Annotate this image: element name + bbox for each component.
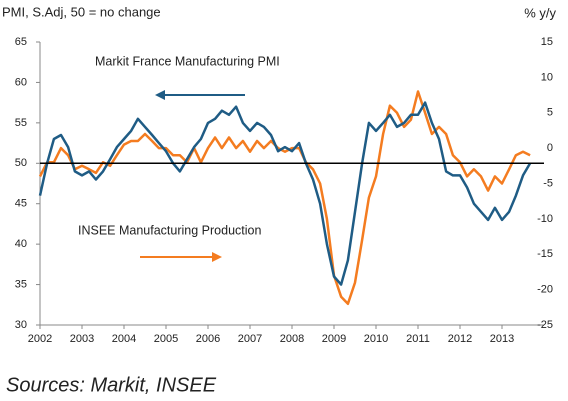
x-tick-label: 2010 (364, 333, 388, 345)
series-line (38, 90, 531, 306)
y-tick-label: 45 (15, 198, 27, 210)
y-tick-label: 30 (15, 319, 27, 331)
x-tick-label: 2006 (196, 333, 220, 345)
y-tick-label: 40 (15, 238, 27, 250)
arrow-head (212, 252, 222, 262)
x-tick-label: 2005 (154, 333, 178, 345)
x-tick-label: 2013 (490, 333, 514, 345)
y2-tick-label: 15 (541, 36, 553, 48)
x-tick-label: 2012 (448, 333, 472, 345)
x-tick-label: 2009 (322, 333, 346, 345)
y2-tick-label: 0 (547, 142, 553, 154)
x-tick-label: 2004 (112, 333, 136, 345)
y2-tick-label: -5 (543, 177, 553, 189)
y-tick-label: 65 (15, 36, 27, 48)
y2-tick-label: -20 (537, 284, 553, 296)
y-tick-label: 50 (15, 157, 27, 169)
y2-tick-label: -15 (537, 248, 553, 260)
y-tick-label: 55 (15, 117, 27, 129)
y-tick-label: 35 (15, 278, 27, 290)
y2-tick-label: 5 (547, 107, 553, 119)
annotation: INSEE Manufacturing Production (78, 223, 261, 237)
y2-tick-label: 10 (541, 71, 553, 83)
annotation: Markit France Manufacturing PMI (95, 54, 280, 68)
x-tick-label: 2008 (280, 333, 304, 345)
x-tick-label: 2003 (70, 333, 94, 345)
y2-tick-label: -25 (537, 319, 553, 331)
x-tick-label: 2011 (406, 333, 430, 345)
series-line (38, 101, 532, 286)
arrow-head (155, 90, 165, 100)
source: Sources: Markit, INSEE (6, 374, 217, 396)
y-tick-label: 60 (15, 76, 27, 88)
y2-tick-label: -10 (537, 213, 553, 225)
x-tick-label: 2002 (28, 333, 52, 345)
chart-title: PMI, S.Adj, 50 = no change (2, 4, 161, 19)
x-tick-label: 2007 (238, 333, 262, 345)
y2-axis-label: % y/y (524, 5, 556, 20)
